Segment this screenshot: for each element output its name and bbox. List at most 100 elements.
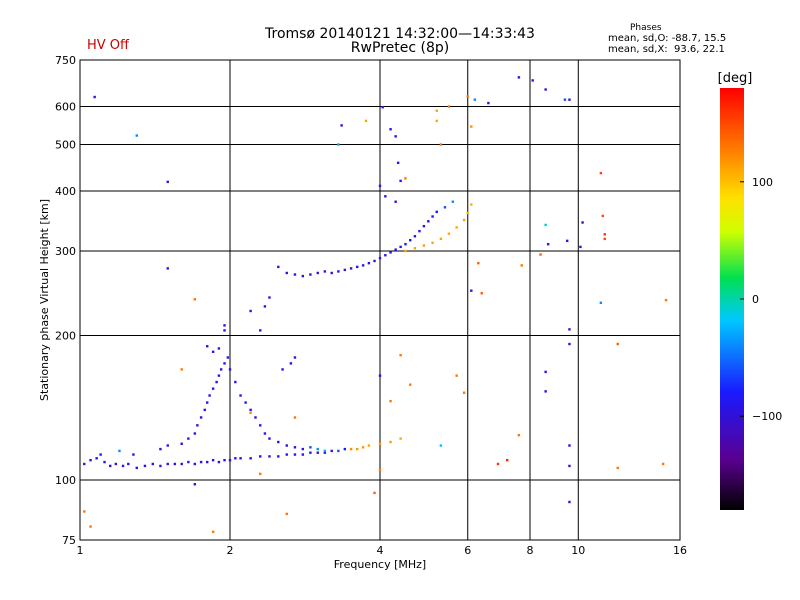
data-point <box>373 259 376 263</box>
data-point <box>249 309 252 313</box>
phase-stats-o-line: mean, sd,O: -88.7, 15.5 <box>608 33 727 44</box>
data-point <box>603 237 606 241</box>
data-point <box>616 342 619 346</box>
data-point <box>289 362 293 365</box>
data-point <box>384 195 387 198</box>
data-point <box>187 437 190 440</box>
data-point <box>211 458 215 462</box>
colorbar-label: [deg] <box>718 71 753 86</box>
data-point <box>399 353 402 357</box>
data-point <box>159 447 162 451</box>
data-point <box>568 464 571 468</box>
y-tick-label: 500 <box>55 139 76 152</box>
data-point <box>384 254 387 257</box>
data-point <box>466 95 469 98</box>
data-point <box>439 143 443 146</box>
data-point <box>418 229 421 233</box>
data-point <box>228 458 232 462</box>
colorbar-tick-label: 0 <box>752 293 759 306</box>
data-point <box>337 449 340 453</box>
data-point <box>211 350 215 353</box>
data-point <box>293 446 297 449</box>
data-point <box>396 161 400 165</box>
colorbar-ticks: 100 0 −100 <box>740 176 782 423</box>
data-point <box>309 446 312 449</box>
data-point <box>301 453 305 456</box>
data-point <box>355 447 359 451</box>
data-point <box>239 394 242 397</box>
y-tick-labels: 75 100 200 300 400 500 600 750 <box>55 54 76 547</box>
data-point <box>544 223 547 227</box>
data-point <box>277 455 280 458</box>
data-point <box>103 460 106 464</box>
data-point <box>223 329 226 332</box>
data-point <box>579 245 582 249</box>
data-point <box>249 408 252 412</box>
data-point <box>413 235 417 238</box>
data-point <box>349 447 353 451</box>
data-point <box>263 432 267 435</box>
data-point <box>337 143 340 146</box>
data-point <box>166 462 169 466</box>
data-point <box>293 416 297 419</box>
data-point <box>223 324 226 327</box>
data-point <box>422 224 426 228</box>
data-point <box>389 440 392 444</box>
x-tick-label: 1 <box>77 544 84 557</box>
data-point <box>89 525 92 528</box>
data-point <box>277 440 280 444</box>
data-point <box>193 298 197 301</box>
plot-frame <box>79 59 681 541</box>
data-point <box>268 437 271 440</box>
data-point <box>285 512 288 516</box>
data-point <box>114 462 118 466</box>
data-point <box>373 491 376 495</box>
data-point <box>226 356 230 359</box>
data-point <box>330 449 333 453</box>
data-point <box>193 462 197 466</box>
data-point <box>427 220 430 223</box>
data-point <box>205 460 209 464</box>
data-point <box>661 462 665 466</box>
data-point <box>394 135 397 138</box>
data-point <box>187 460 190 464</box>
y-tick-label: 600 <box>55 101 76 114</box>
colorbar-tick-label: 100 <box>752 176 773 189</box>
data-point <box>455 374 458 377</box>
data-point <box>435 119 438 123</box>
data-point <box>394 200 397 203</box>
data-point <box>378 374 382 377</box>
data-point <box>568 342 571 346</box>
data-point <box>568 98 571 101</box>
x-tick-label: 10 <box>571 544 585 557</box>
data-point <box>431 215 434 218</box>
data-point <box>135 466 138 470</box>
data-point <box>211 387 215 390</box>
data-point <box>404 249 407 253</box>
data-point <box>664 298 668 302</box>
data-point <box>337 270 340 273</box>
data-point <box>316 451 319 454</box>
data-point <box>263 305 267 308</box>
data-point <box>259 455 262 458</box>
data-point <box>470 289 473 292</box>
y-tick-label: 100 <box>55 474 76 487</box>
x-tick-label: 2 <box>227 544 234 557</box>
data-point <box>409 238 412 242</box>
data-point <box>293 453 297 456</box>
data-point <box>239 457 242 460</box>
data-point <box>531 79 534 82</box>
data-point <box>151 462 155 466</box>
data-point <box>199 416 203 419</box>
data-point <box>196 424 199 427</box>
data-point <box>487 101 490 105</box>
data-point <box>89 458 92 462</box>
data-point <box>544 390 547 393</box>
data-point <box>277 265 280 269</box>
data-point <box>166 180 169 184</box>
data-point <box>217 347 221 350</box>
data-point <box>166 267 169 270</box>
data-point <box>83 510 86 513</box>
data-point <box>244 401 247 404</box>
data-point <box>99 453 102 456</box>
